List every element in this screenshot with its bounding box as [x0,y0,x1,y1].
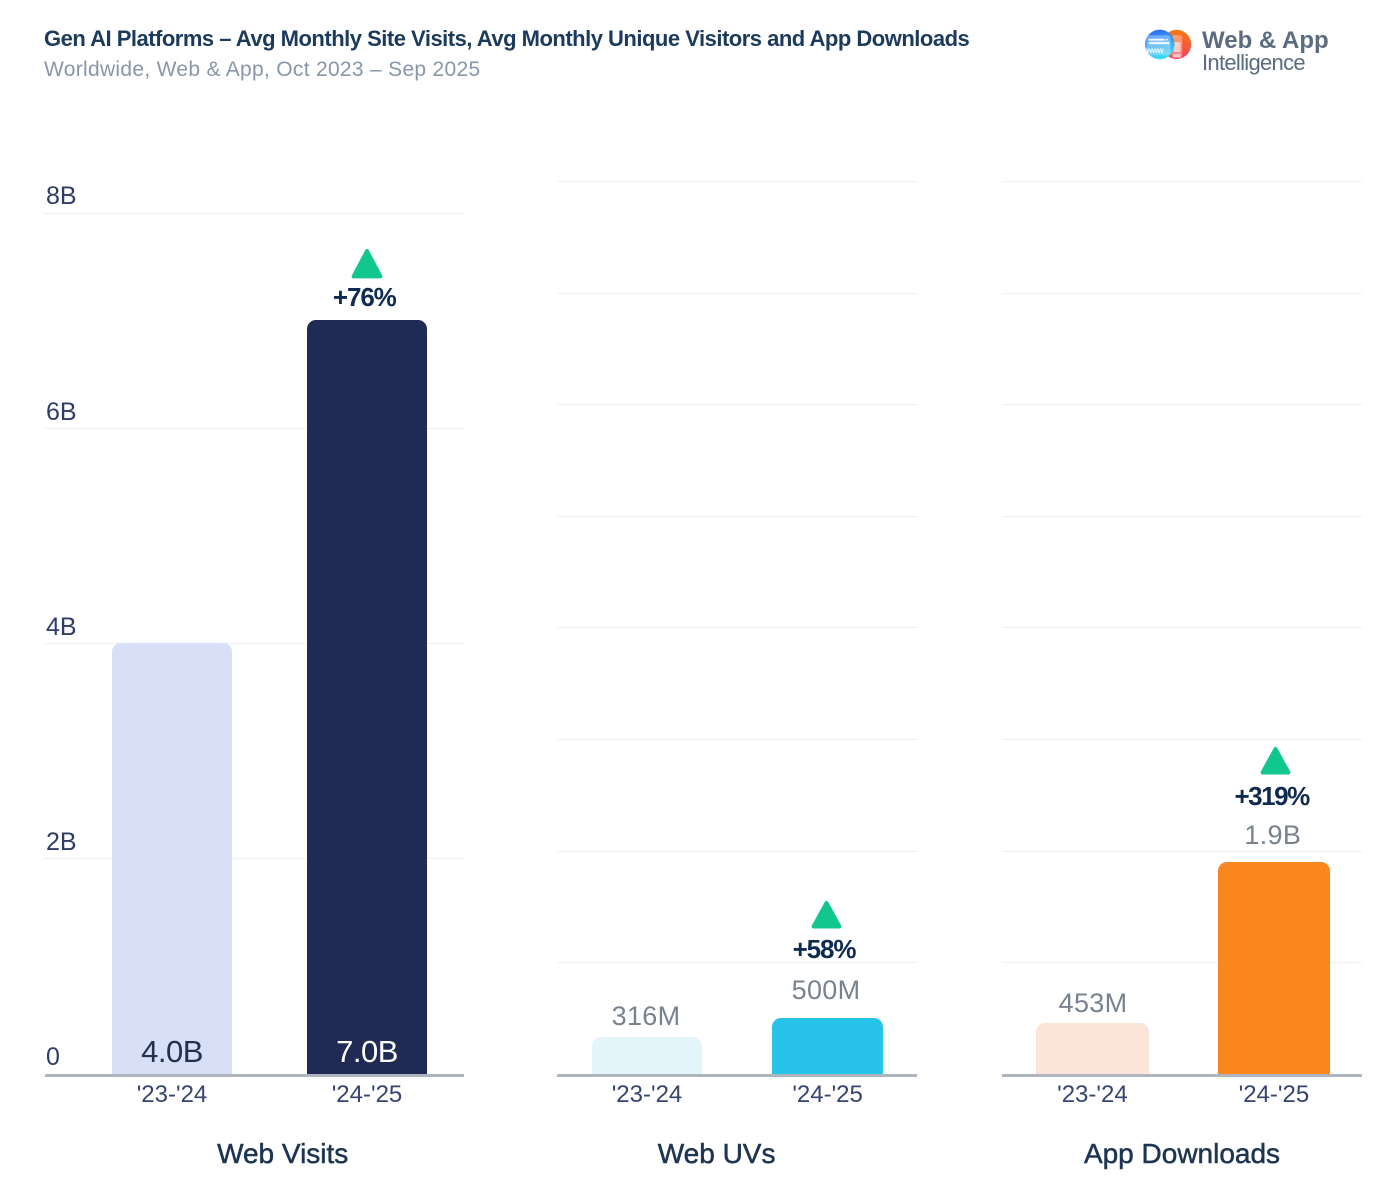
svg-text:www: www [1145,46,1164,55]
